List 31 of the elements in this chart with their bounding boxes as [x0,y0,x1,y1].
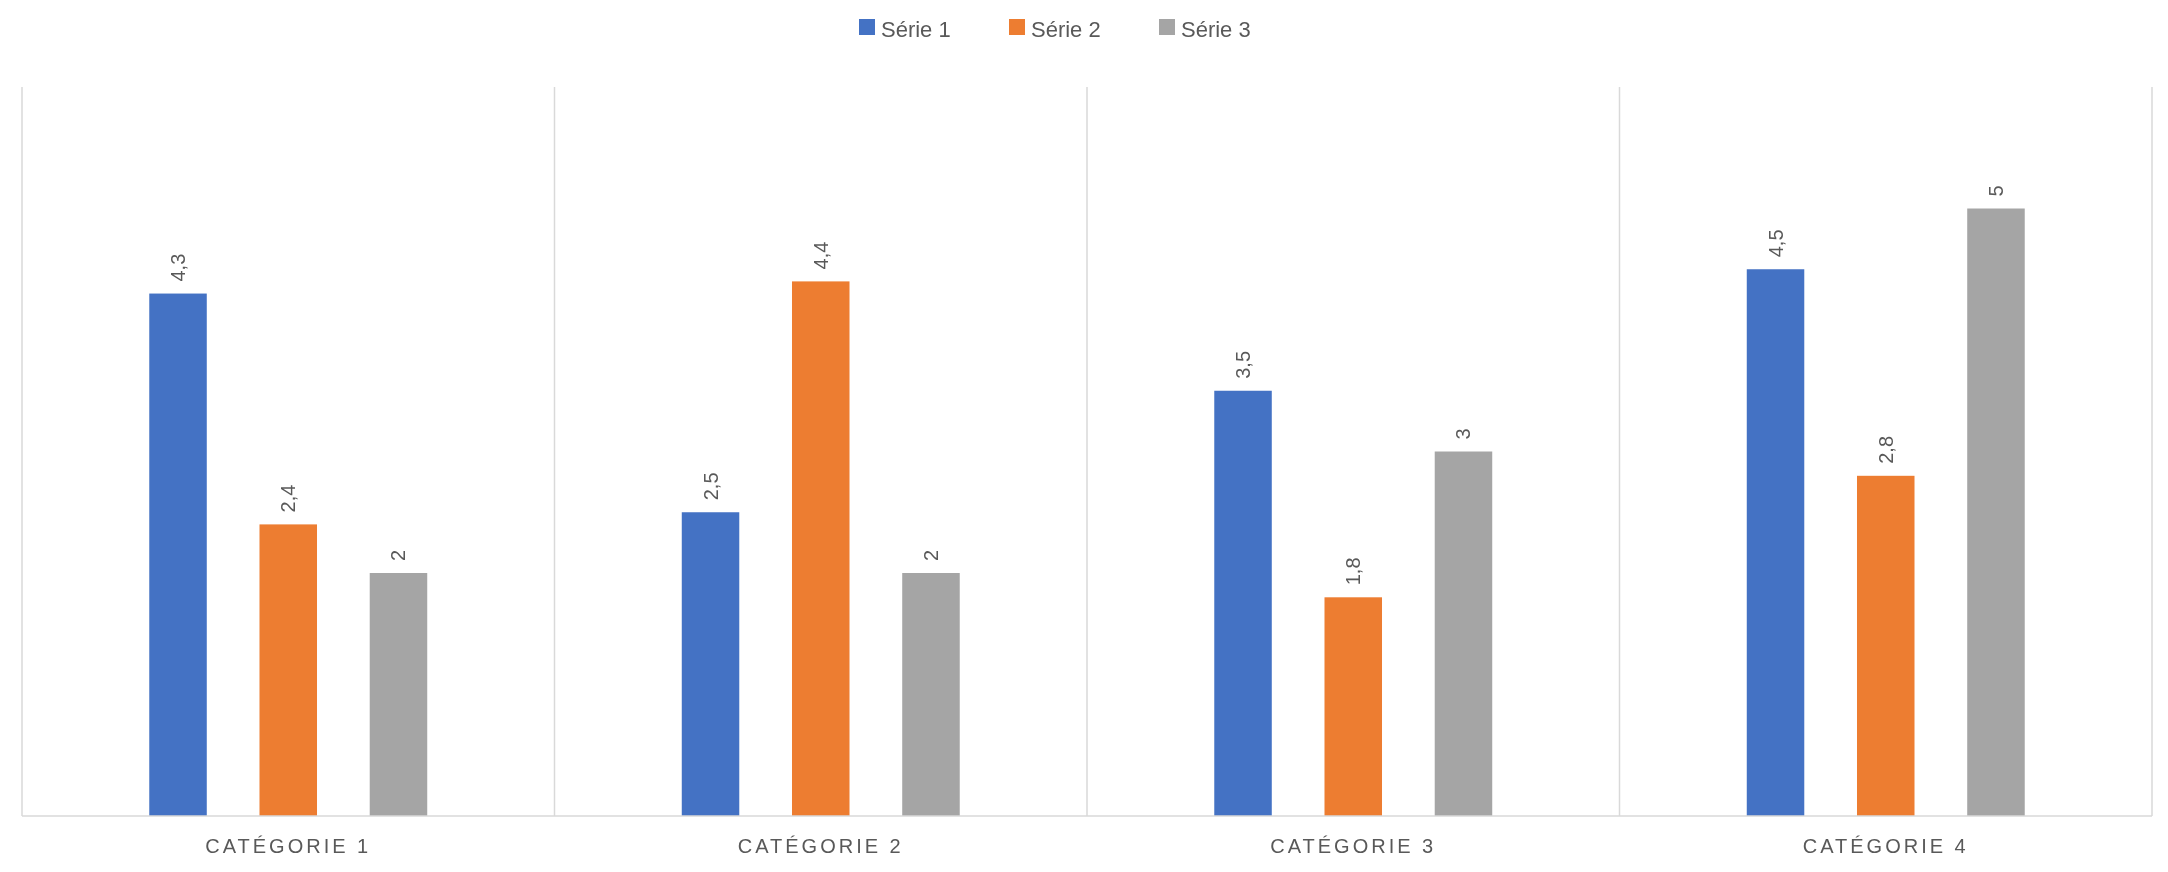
bar [1434,451,1493,816]
bar [1746,269,1805,816]
bar [369,573,428,816]
data-label: 5 [1984,185,2007,197]
data-label: 4,5 [1764,229,1787,258]
data-label: 2,5 [699,472,722,501]
legend-label: Série 1 [881,16,951,42]
data-label: 2 [919,549,942,561]
legend-label: Série 2 [1031,16,1101,42]
data-label: 3 [1452,428,1475,440]
legend-label: Série 3 [1181,16,1251,42]
bar [902,573,960,816]
bar [259,524,318,816]
data-label: 2,8 [1874,435,1897,464]
data-label: 2 [387,549,410,561]
bar [1324,597,1382,816]
bar [1214,390,1272,816]
bar [149,293,207,816]
data-label: 3,5 [1232,350,1255,379]
x-tick-label: CATÉGORIE 2 [737,835,904,857]
bar [1856,475,1915,816]
x-tick-label: CATÉGORIE 4 [1802,835,1969,857]
x-tick-label: CATÉGORIE 3 [1270,835,1437,857]
bar [1967,208,2025,816]
data-label: 1,8 [1342,557,1365,586]
data-label: 4,3 [167,253,190,282]
data-label: 4,4 [809,241,832,270]
bar [681,512,740,816]
x-tick-label: CATÉGORIE 1 [205,835,372,857]
bar [792,281,850,816]
data-label: 2,4 [277,484,300,513]
